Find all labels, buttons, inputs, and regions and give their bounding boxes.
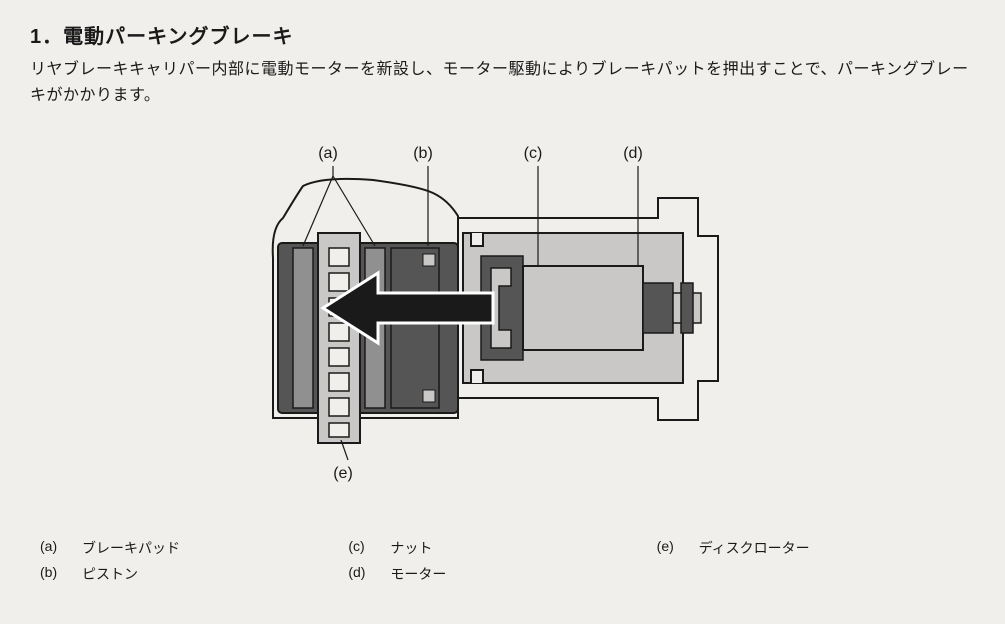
legend-item: (d) モーター [348,564,656,584]
label-e: (e) [333,465,353,482]
disc-rotor [318,233,360,443]
motor-body [523,266,643,350]
legend-label: ナット [390,538,432,558]
brake-cutaway-svg: (a) (b) (c) (d) (e) [223,128,783,508]
legend-label: ブレーキパッド [82,538,180,558]
legend-col-1: (a) ブレーキパッド (b) ピストン [40,538,348,584]
legend-key: (b) [40,564,66,584]
legend-col-2: (c) ナット (d) モーター [348,538,656,584]
label-b: (b) [413,145,433,162]
section-title: 1．電動パーキングブレーキ [30,20,975,49]
legend-col-3: (e) ディスクローター [657,538,965,584]
legend-label: モーター [390,564,446,584]
legend-item: (a) ブレーキパッド [40,538,348,558]
legend-key: (a) [40,538,66,558]
legend-label: ディスクローター [699,538,810,558]
label-c: (c) [523,145,542,162]
brake-diagram: (a) (b) (c) (d) (e) [223,128,783,508]
brake-pad-left [293,248,313,408]
section-description: リヤブレーキキャリパー内部に電動モーターを新設し、モーター駆動によりブレーキパッ… [30,57,975,108]
legend-item: (e) ディスクローター [657,538,965,558]
label-a: (a) [318,145,338,162]
motor-shaft [643,283,701,333]
legend-key: (d) [348,564,374,584]
legend-item: (b) ピストン [40,564,348,584]
legend-item: (c) ナット [348,538,656,558]
label-d: (d) [623,145,643,162]
legend-key: (c) [348,538,374,558]
legend: (a) ブレーキパッド (b) ピストン (c) ナット (d) モーター (e… [30,538,975,584]
legend-label: ピストン [82,564,138,584]
legend-key: (e) [657,538,683,558]
